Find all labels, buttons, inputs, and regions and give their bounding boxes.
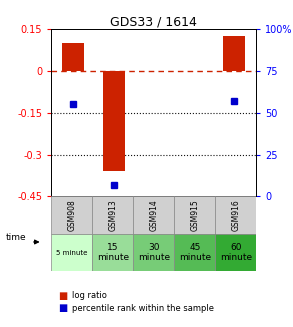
Bar bbox=[133, 234, 174, 271]
Bar bbox=[103, 71, 125, 171]
Text: time: time bbox=[6, 232, 26, 242]
Bar bbox=[133, 196, 174, 234]
Bar bbox=[51, 196, 92, 234]
Text: GSM908: GSM908 bbox=[67, 199, 76, 231]
Bar bbox=[174, 234, 215, 271]
Text: 15
minute: 15 minute bbox=[97, 243, 129, 262]
Text: percentile rank within the sample: percentile rank within the sample bbox=[72, 303, 214, 313]
Bar bbox=[215, 234, 256, 271]
Bar bbox=[174, 196, 215, 234]
Bar bbox=[215, 196, 256, 234]
Text: GSM915: GSM915 bbox=[190, 199, 199, 231]
Bar bbox=[223, 36, 245, 71]
Bar bbox=[92, 234, 133, 271]
Text: 30
minute: 30 minute bbox=[138, 243, 170, 262]
Text: 45
minute: 45 minute bbox=[179, 243, 211, 262]
Text: ■: ■ bbox=[59, 303, 68, 313]
Title: GDS33 / 1614: GDS33 / 1614 bbox=[110, 15, 197, 28]
Bar bbox=[62, 43, 84, 71]
Text: ■: ■ bbox=[59, 291, 68, 301]
Text: log ratio: log ratio bbox=[72, 291, 107, 301]
Text: GSM914: GSM914 bbox=[149, 199, 158, 231]
Bar bbox=[92, 196, 133, 234]
Text: GSM916: GSM916 bbox=[231, 199, 240, 231]
Text: 60
minute: 60 minute bbox=[220, 243, 252, 262]
Text: GSM913: GSM913 bbox=[108, 199, 117, 231]
Bar bbox=[51, 234, 92, 271]
Text: 5 minute: 5 minute bbox=[56, 250, 88, 256]
